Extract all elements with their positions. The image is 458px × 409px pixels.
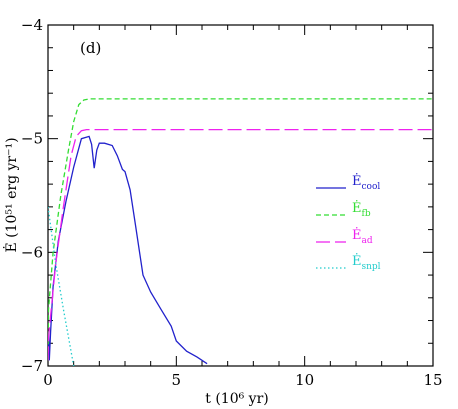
legend-label-ad: Ėad	[352, 226, 373, 246]
y-axis-label: Ė (10⁵¹ erg yr⁻¹)	[2, 137, 20, 252]
series-line-cool	[48, 135, 208, 365]
legend-label-fb: Ėfb	[352, 199, 371, 219]
y-tick-label: −5	[21, 130, 43, 148]
series-layer	[48, 98, 433, 366]
series-line-fb	[48, 98, 433, 361]
series-line-ad	[48, 128, 433, 361]
x-tick-label: 5	[172, 371, 182, 389]
x-tick-label: 0	[43, 371, 53, 389]
y-tick-label: −7	[21, 357, 43, 375]
panel-label: (d)	[80, 39, 101, 57]
x-tick-label: 15	[423, 371, 442, 389]
y-tick-label: −6	[21, 243, 43, 261]
series-line-snpl	[48, 206, 75, 366]
legend-label-snpl: Ėsnpl	[352, 252, 381, 272]
plot-border	[47, 24, 434, 367]
y-tick-label: −4	[21, 16, 43, 34]
plot-frame	[47, 24, 434, 367]
axis-ticks: 0 5 10 15 −7 −6 −5 −4	[21, 16, 443, 389]
x-tick-label: 10	[295, 371, 314, 389]
legend: Ėcool Ėfb Ėad Ėsnpl	[316, 172, 381, 272]
legend-label-cool: Ėcool	[352, 172, 380, 192]
x-axis-label: t (10⁶ yr)	[205, 391, 268, 407]
